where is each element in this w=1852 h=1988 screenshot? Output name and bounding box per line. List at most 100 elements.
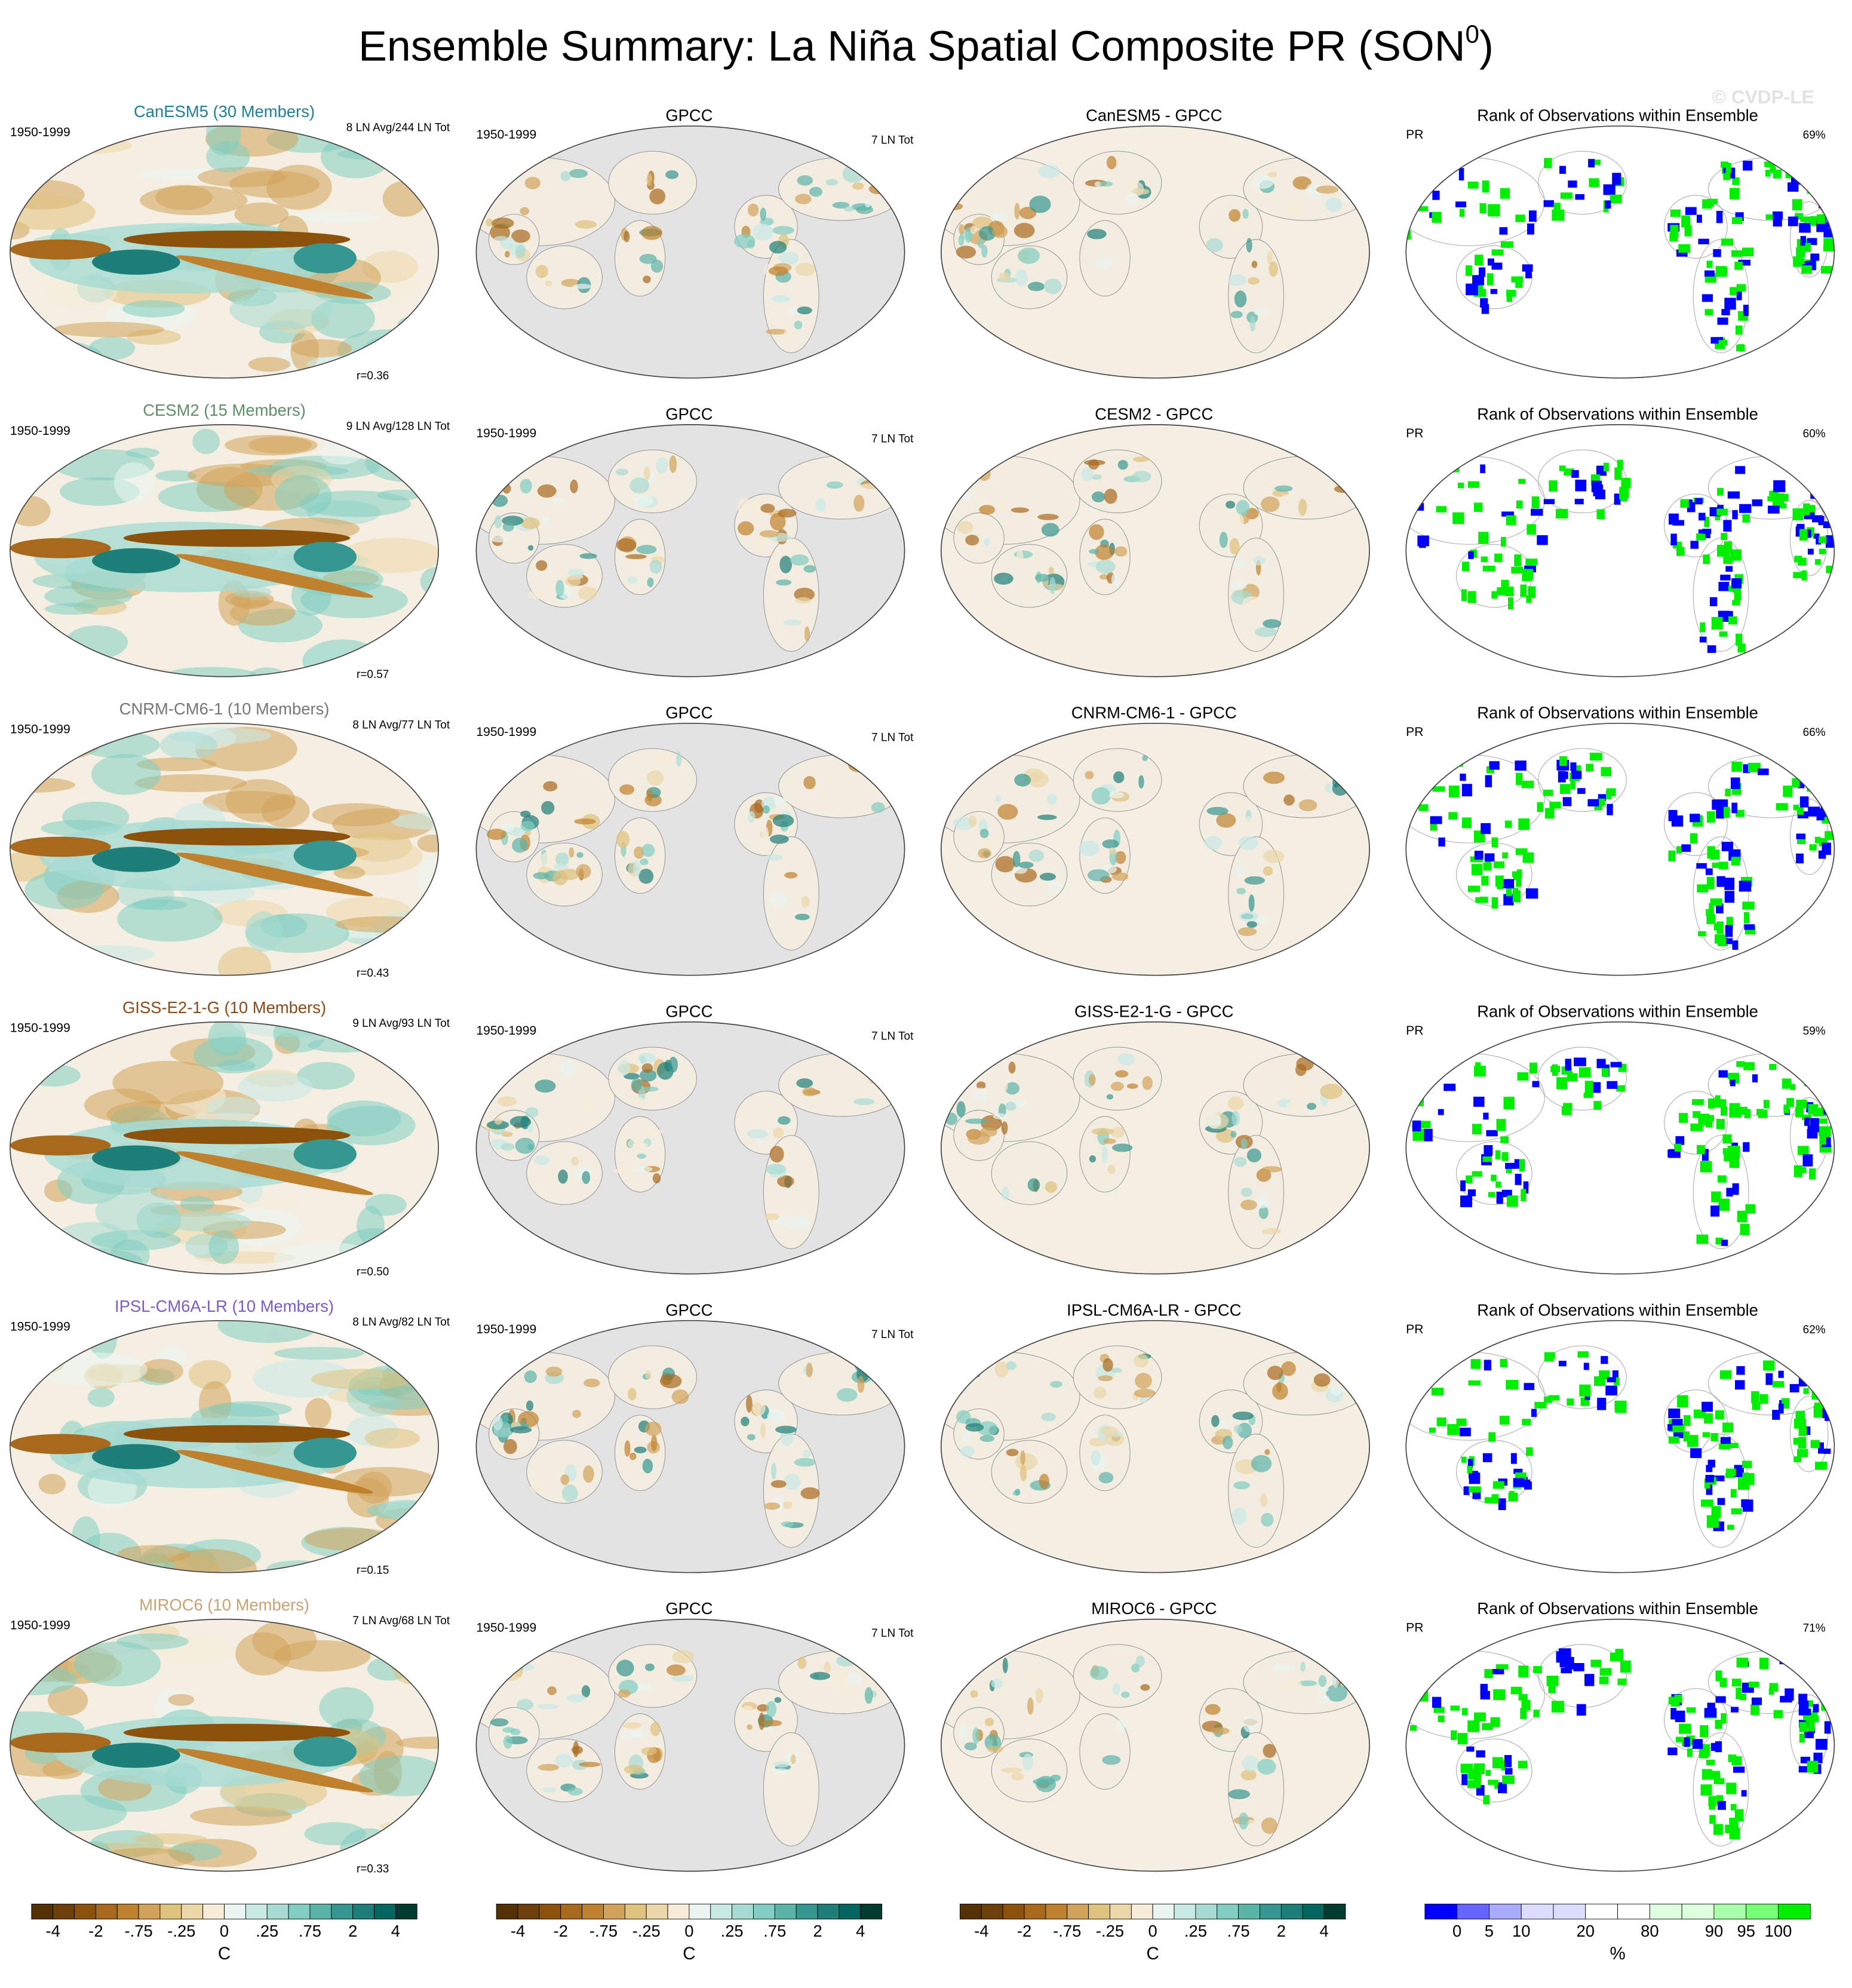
rank-cell bbox=[1706, 260, 1713, 268]
field-blob bbox=[1089, 549, 1099, 554]
rank-cell bbox=[1575, 479, 1587, 492]
rank-cell bbox=[1603, 184, 1615, 195]
field-blob bbox=[192, 428, 220, 455]
field-blob bbox=[574, 818, 596, 825]
rank-cell bbox=[1793, 1362, 1807, 1369]
colorbar-box bbox=[1746, 1903, 1779, 1920]
field-blob bbox=[1242, 1755, 1260, 1772]
field-blob bbox=[968, 1131, 990, 1145]
field-blob bbox=[957, 1072, 963, 1090]
rank-cell bbox=[1741, 1790, 1747, 1797]
rank-cell bbox=[1716, 1795, 1724, 1805]
field-blob bbox=[1015, 1489, 1021, 1496]
field-blob bbox=[1240, 1188, 1252, 1197]
rank-cell bbox=[1467, 1465, 1473, 1474]
rank-cell bbox=[1721, 842, 1733, 852]
map-border bbox=[10, 1618, 439, 1872]
rank-cell bbox=[1482, 1156, 1492, 1162]
rank-cell bbox=[1789, 1383, 1799, 1392]
field-blob bbox=[1282, 1677, 1302, 1694]
field-blob bbox=[10, 340, 103, 373]
rank-cell bbox=[1677, 1395, 1688, 1408]
colorbar-box bbox=[138, 1903, 161, 1920]
rank-cell bbox=[1803, 1388, 1809, 1394]
rank-cell bbox=[1765, 214, 1777, 220]
field-blob bbox=[1227, 274, 1246, 286]
field-blob bbox=[571, 1156, 579, 1166]
field-blob bbox=[560, 171, 571, 182]
title-close: ) bbox=[1479, 22, 1494, 70]
field-blob bbox=[533, 1155, 550, 1165]
rank-cell bbox=[1584, 1081, 1593, 1093]
rank-cell bbox=[1467, 1720, 1479, 1732]
field-blob bbox=[783, 619, 801, 626]
colorbar-box bbox=[1280, 1903, 1303, 1920]
field-blob bbox=[189, 1806, 293, 1826]
rank-cell bbox=[1704, 270, 1715, 277]
field-blob bbox=[1341, 182, 1356, 188]
field-blob bbox=[357, 1206, 385, 1245]
rank-cell bbox=[1708, 1796, 1716, 1806]
field-blob bbox=[73, 1642, 161, 1687]
field-blob bbox=[579, 553, 597, 559]
field-blob bbox=[1006, 1449, 1019, 1456]
field-blob bbox=[1022, 1753, 1033, 1771]
rank-cell bbox=[1492, 1757, 1503, 1769]
rank-cell bbox=[1474, 851, 1484, 860]
rank-title: Rank of Observations within Ensemble bbox=[1477, 1002, 1758, 1020]
rank-cell bbox=[1445, 760, 1454, 771]
field-blob bbox=[1246, 238, 1252, 253]
rank-cell bbox=[1729, 1157, 1740, 1168]
field-blob bbox=[312, 803, 400, 827]
field-blob bbox=[803, 565, 816, 573]
rank-cell bbox=[1804, 512, 1815, 520]
rank-cell bbox=[1518, 478, 1526, 484]
field-band bbox=[293, 1437, 357, 1468]
field-blob bbox=[503, 1438, 517, 1455]
field-blob bbox=[1234, 290, 1247, 308]
rank-cell bbox=[1670, 1708, 1676, 1720]
map-border bbox=[940, 125, 1370, 379]
rank-cell bbox=[1807, 1129, 1818, 1139]
rank-cell bbox=[1445, 1657, 1454, 1668]
rank-cell bbox=[1486, 766, 1494, 774]
field-blob bbox=[774, 829, 780, 835]
rank-cell bbox=[1759, 1394, 1768, 1404]
rank-cell bbox=[1525, 269, 1532, 278]
rank-cell bbox=[1418, 804, 1429, 811]
field-blob bbox=[790, 1754, 796, 1765]
rank-cell bbox=[1736, 1061, 1745, 1067]
field-blob bbox=[804, 626, 810, 642]
field-blob bbox=[1242, 208, 1249, 219]
rank-cell bbox=[1492, 1481, 1504, 1489]
rank-cell bbox=[1501, 579, 1509, 588]
rank-cell bbox=[1583, 1363, 1589, 1370]
field-blob bbox=[1115, 1070, 1129, 1078]
rank-cell bbox=[1584, 1674, 1593, 1685]
rank-cell bbox=[1720, 267, 1728, 275]
field-blob bbox=[857, 1376, 865, 1393]
field-blob bbox=[576, 852, 583, 858]
rank-cell bbox=[1801, 1114, 1811, 1121]
colorbar-unit: C bbox=[1147, 1944, 1159, 1964]
rank-cell bbox=[1612, 173, 1621, 185]
field-blob bbox=[10, 1081, 26, 1096]
rank-cell bbox=[1725, 789, 1731, 797]
field-blob bbox=[1336, 165, 1346, 180]
colorbar-box bbox=[1681, 1903, 1715, 1920]
rank-cell bbox=[1507, 1195, 1518, 1207]
rank-cell bbox=[1420, 1121, 1431, 1128]
rank-cell bbox=[1597, 798, 1605, 806]
field-blob bbox=[646, 789, 653, 802]
rank-cell bbox=[1601, 1068, 1610, 1077]
rank-cell bbox=[1696, 863, 1707, 869]
field-blob bbox=[1246, 921, 1258, 928]
field-blob bbox=[27, 1843, 63, 1858]
rank-cell bbox=[1693, 1409, 1701, 1416]
field-blob bbox=[274, 475, 332, 517]
rank-cell bbox=[1518, 1760, 1528, 1769]
field-blob bbox=[1113, 771, 1125, 784]
field-blob bbox=[1257, 1759, 1276, 1775]
rank-cell bbox=[1479, 267, 1486, 277]
rank-cell bbox=[1521, 780, 1534, 789]
